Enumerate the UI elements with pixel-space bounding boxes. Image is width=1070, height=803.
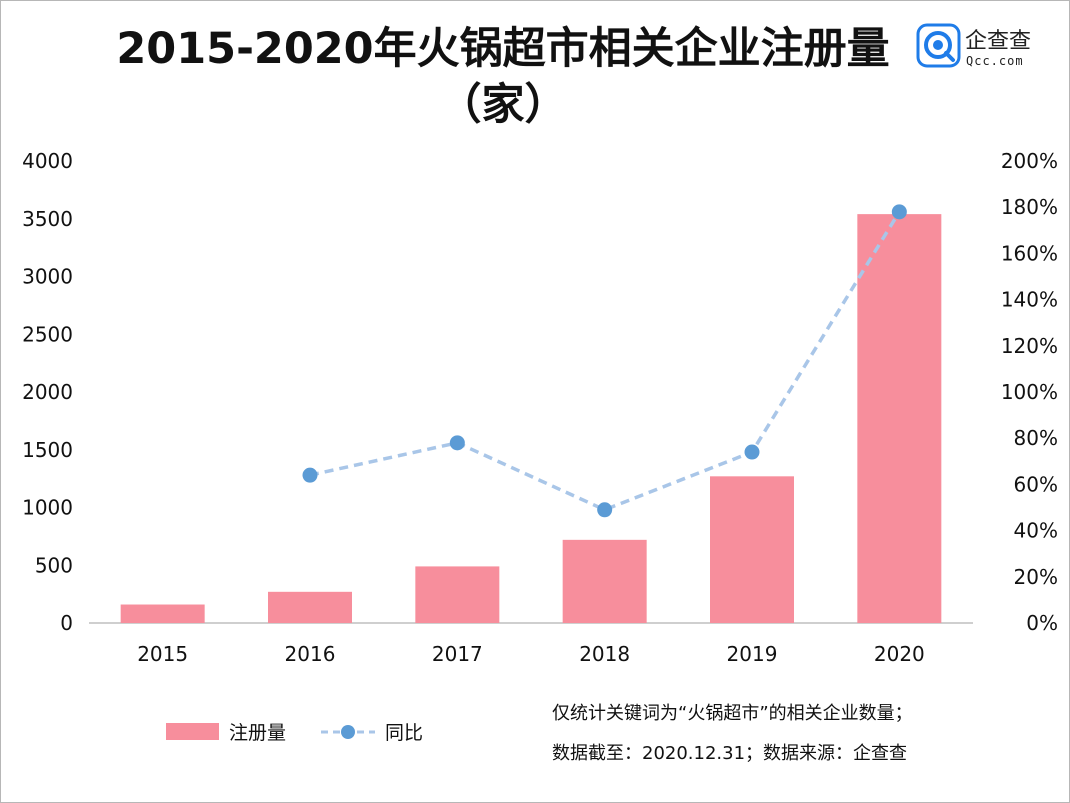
y-right-tick-label: 20% <box>1014 565 1058 589</box>
chart-title: 2015-2020年火锅超市相关企业注册量 <box>116 24 889 74</box>
qcc-logo-icon <box>916 23 961 68</box>
bar-2016 <box>268 591 352 623</box>
y-left-tick-label: 2000 <box>22 380 73 404</box>
x-tick-label: 2015 <box>137 642 188 666</box>
legend-swatch-bar <box>166 723 219 740</box>
legend-label-bar: 注册量 <box>229 722 286 744</box>
line-series <box>302 204 907 518</box>
bar-2019 <box>710 476 794 623</box>
y-left-tick-label: 1500 <box>22 438 73 462</box>
legend-label-line: 同比 <box>385 722 423 744</box>
footnote-source: 数据截至：2020.12.31；数据来源：企查查 <box>552 743 907 764</box>
chart-title-unit: （家） <box>439 80 568 130</box>
bar-2015 <box>120 604 205 623</box>
y-right-tick-label: 200% <box>1001 149 1058 173</box>
y-left-tick-label: 3000 <box>22 265 73 289</box>
y-axis-left: 0 500 1000 1500 2000 2500 3000 3500 4000 <box>22 149 73 635</box>
y-axis-right: 0% 20% 40% 60% 80% 100% 120% 140% 160% 180% 200% <box>1001 149 1058 635</box>
yoy-point-2018 <box>597 502 613 518</box>
bar-2020 <box>857 214 942 623</box>
y-right-tick-label: 180% <box>1001 195 1058 219</box>
y-right-tick-label: 140% <box>1001 288 1058 312</box>
y-right-tick-label: 160% <box>1001 241 1058 265</box>
yoy-line <box>309 210 901 512</box>
y-left-tick-label: 4000 <box>22 149 73 173</box>
yoy-point-2019 <box>744 444 760 460</box>
legend-swatch-marker <box>341 725 355 739</box>
y-left-tick-label: 1000 <box>22 496 73 520</box>
qcc-logo: 企查查 Qcc.com <box>916 23 1031 68</box>
y-left-tick-label: 500 <box>35 553 73 577</box>
logo-domain: Qcc.com <box>966 54 1024 68</box>
yoy-point-2016 <box>302 467 318 483</box>
logo-name: 企查查 <box>965 29 1031 54</box>
x-tick-label: 2017 <box>432 642 483 666</box>
bar-series <box>120 214 942 623</box>
x-tick-label: 2016 <box>285 642 336 666</box>
y-right-tick-label: 100% <box>1001 380 1058 404</box>
y-right-tick-label: 40% <box>1014 519 1058 543</box>
y-left-tick-label: 2500 <box>22 322 73 346</box>
y-right-tick-label: 80% <box>1014 426 1058 450</box>
x-tick-label: 2018 <box>579 642 630 666</box>
y-right-tick-label: 60% <box>1014 472 1058 496</box>
yoy-point-2020 <box>891 204 907 220</box>
y-right-tick-label: 120% <box>1001 334 1058 358</box>
y-left-tick-label: 0 <box>60 611 73 635</box>
x-tick-label: 2019 <box>727 642 778 666</box>
x-tick-label: 2020 <box>874 642 925 666</box>
bar-2017 <box>415 566 500 623</box>
x-axis: 2015 2016 2017 2018 2019 2020 <box>137 642 925 666</box>
footnote-scope: 仅统计关键词为“火锅超市”的相关企业数量； <box>552 703 913 724</box>
yoy-point-2017 <box>449 435 465 451</box>
y-right-tick-label: 0% <box>1026 611 1058 635</box>
y-left-tick-label: 3500 <box>22 207 73 231</box>
legend: 注册量 同比 <box>166 722 423 744</box>
bar-2018 <box>562 539 647 623</box>
